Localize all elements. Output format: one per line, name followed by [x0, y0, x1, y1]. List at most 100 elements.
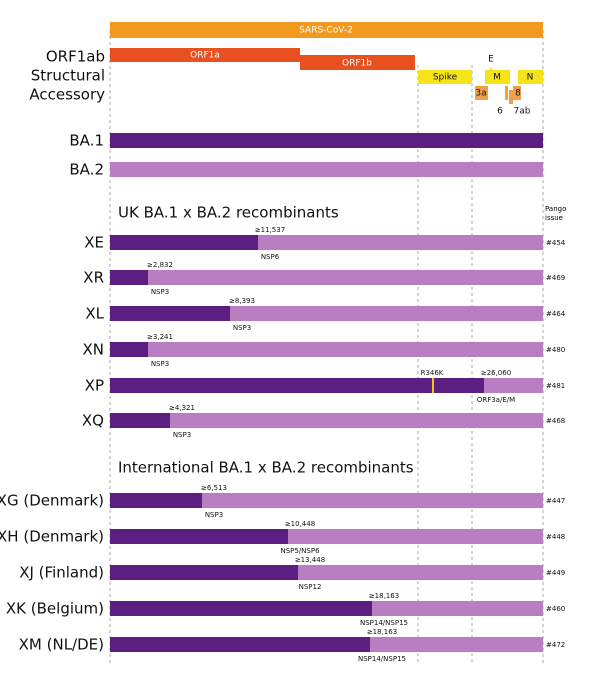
gene — [513, 86, 521, 100]
ba1-segment — [110, 413, 170, 428]
ba2-segment — [258, 235, 543, 250]
recombinant-label: XL — [85, 305, 104, 323]
gene-label: NSP6 — [261, 253, 280, 261]
ba2-segment — [230, 306, 543, 321]
issue-label: #449 — [546, 569, 565, 577]
ba1-segment — [110, 342, 148, 357]
row-label: Structural — [31, 67, 105, 85]
parent-label: BA.2 — [69, 161, 104, 179]
parent-label: BA.1 — [69, 132, 104, 150]
breakpoint-label: ≥3,241 — [147, 333, 173, 341]
breakpoint-label: ≥26,060 — [481, 369, 511, 377]
breakpoint-label: ≥4,321 — [169, 404, 195, 412]
gene-label: NSP3 — [205, 511, 223, 519]
ba1-segment — [110, 378, 484, 393]
gene — [110, 48, 300, 62]
breakpoint-label: ≥18,163 — [367, 628, 397, 636]
pango-header: Pango issue — [545, 205, 567, 222]
gene-label: NSP14/NSP15 — [358, 655, 406, 663]
issue-label: #448 — [546, 533, 565, 541]
gene-label: 7ab — [514, 107, 531, 117]
gene-label: Spike — [433, 73, 458, 83]
ba1-segment — [110, 306, 230, 321]
gene-label: M — [493, 73, 501, 83]
ba2-segment — [484, 378, 543, 393]
recombinant-label: XH (Denmark) — [0, 528, 104, 546]
ba2-segment — [202, 493, 543, 508]
gene-label: ORF1a — [190, 51, 220, 61]
gene-label: NSP3 — [233, 324, 251, 332]
gene-label: E — [488, 55, 494, 65]
gene-label: NSP3 — [173, 431, 191, 439]
parent-bar — [110, 133, 543, 148]
group-title: UK BA.1 x BA.2 recombinants — [118, 204, 339, 222]
ba2-segment — [370, 637, 543, 652]
breakpoint-label: ≥6,513 — [201, 484, 227, 492]
issue-label: #454 — [546, 239, 566, 247]
mutation-label: R346K — [421, 369, 444, 377]
ba2-segment — [298, 565, 543, 580]
breakpoint-label: ≥2,832 — [147, 261, 173, 269]
ba1-segment — [110, 493, 202, 508]
ba1-segment — [110, 601, 372, 616]
recombinant-label: XE — [84, 234, 104, 252]
breakpoint-label: ≥10,448 — [285, 520, 315, 528]
gene-label: ORF1b — [342, 59, 372, 69]
gene-label: 3a — [475, 89, 486, 99]
recombinant-label: XP — [85, 377, 104, 395]
issue-label: #460 — [546, 605, 565, 613]
recombinant-label: XK (Belgium) — [6, 600, 104, 618]
row-label: ORF1ab — [46, 48, 105, 66]
genome-bar — [110, 22, 543, 38]
breakpoint-label: ≥8,393 — [229, 297, 255, 305]
recombinant-label: XR — [83, 269, 104, 287]
recombinant-label: XM (NL/DE) — [19, 636, 104, 654]
issue-label: #480 — [546, 346, 565, 354]
breakpoint-label: ≥13,448 — [295, 556, 325, 564]
gene — [485, 70, 510, 84]
issue-label: #447 — [546, 497, 565, 505]
gene — [418, 70, 472, 84]
gene-label: NSP14/NSP15 — [360, 619, 408, 627]
gene-label: NSP12 — [299, 583, 322, 591]
breakpoint-label: ≥11,537 — [255, 226, 285, 234]
mutation-mark — [432, 378, 434, 393]
gene-label: NSP3 — [151, 360, 169, 368]
gene — [509, 90, 513, 104]
ba1-segment — [110, 637, 370, 652]
recombinant-label: XN — [83, 341, 105, 359]
gene — [518, 70, 543, 84]
gene-label: ORF3a/E/M — [477, 396, 515, 404]
ba2-segment — [148, 270, 543, 285]
row-label: Accessory — [29, 86, 105, 104]
ba2-segment — [288, 529, 543, 544]
ba2-segment — [372, 601, 543, 616]
ba2-segment — [170, 413, 543, 428]
ba2-segment — [148, 342, 543, 357]
gene — [300, 55, 415, 70]
pango-header-box: Pango issue — [545, 205, 567, 222]
gene-label: N — [527, 73, 534, 83]
gene — [505, 86, 508, 100]
ba1-segment — [110, 270, 148, 285]
gene-label: NSP5/NSP6 — [280, 547, 320, 555]
recombinant-label: XG (Denmark) — [0, 492, 104, 510]
issue-label: #481 — [546, 382, 565, 390]
group-title: International BA.1 x BA.2 recombinants — [118, 459, 414, 477]
genome-title: SARS-CoV-2 — [299, 26, 353, 36]
gene-label: 8 — [515, 89, 521, 99]
gene-label: 6 — [497, 107, 503, 117]
parent-bar — [110, 162, 543, 177]
recombinant-label: XQ — [82, 412, 104, 430]
breakpoint-label: ≥18,163 — [369, 592, 399, 600]
issue-label: #468 — [546, 417, 565, 425]
issue-label: #472 — [546, 641, 565, 649]
issue-label: #469 — [546, 274, 565, 282]
recombinant-label: XJ (Finland) — [19, 564, 104, 582]
gene-label: NSP3 — [151, 288, 169, 296]
ba1-segment — [110, 529, 288, 544]
issue-label: #464 — [546, 310, 566, 318]
ba1-segment — [110, 235, 258, 250]
ba1-segment — [110, 565, 298, 580]
